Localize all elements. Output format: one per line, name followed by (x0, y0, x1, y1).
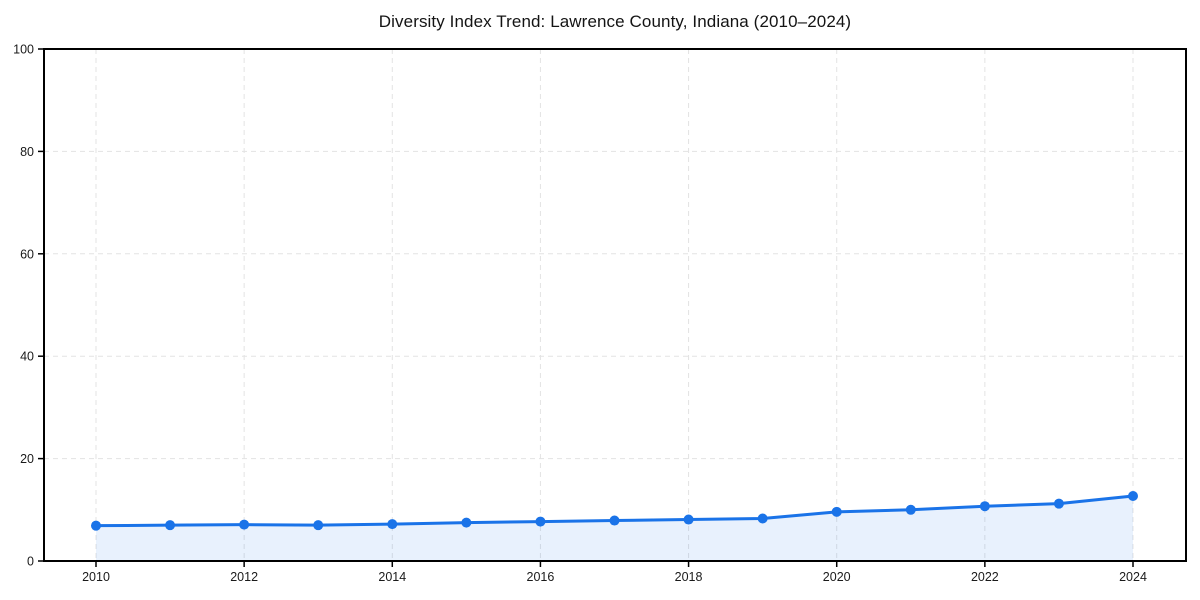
data-point (313, 520, 324, 531)
data-point (461, 517, 472, 528)
y-tick-label: 0 (27, 555, 34, 569)
data-point (165, 520, 176, 531)
x-tick-label: 2014 (378, 570, 406, 584)
data-point (239, 519, 250, 530)
x-tick-label: 2018 (675, 570, 703, 584)
data-point (979, 501, 990, 512)
x-tick-label: 2016 (527, 570, 555, 584)
x-tick-label: 2024 (1119, 570, 1147, 584)
y-tick-label: 80 (20, 145, 34, 159)
chart-title: Diversity Index Trend: Lawrence County, … (378, 12, 852, 31)
data-point (683, 514, 694, 525)
data-point (91, 520, 101, 531)
data-point (757, 513, 768, 524)
y-tick-label: 40 (20, 350, 34, 364)
data-point (535, 516, 546, 527)
data-point (609, 515, 620, 526)
x-tick-label: 2012 (230, 570, 258, 584)
data-point (831, 506, 842, 517)
x-tick-label: 2010 (82, 570, 110, 584)
data-point (905, 504, 916, 515)
plot-border (43, 48, 1187, 562)
x-tick-label: 2020 (823, 570, 851, 584)
data-point (1128, 490, 1138, 501)
x-tick-label: 2022 (971, 570, 999, 584)
y-tick-label: 20 (20, 452, 34, 466)
y-tick-label: 60 (20, 247, 34, 261)
data-point (387, 519, 398, 530)
y-tick-label: 100 (13, 43, 34, 57)
data-point (1053, 498, 1064, 509)
